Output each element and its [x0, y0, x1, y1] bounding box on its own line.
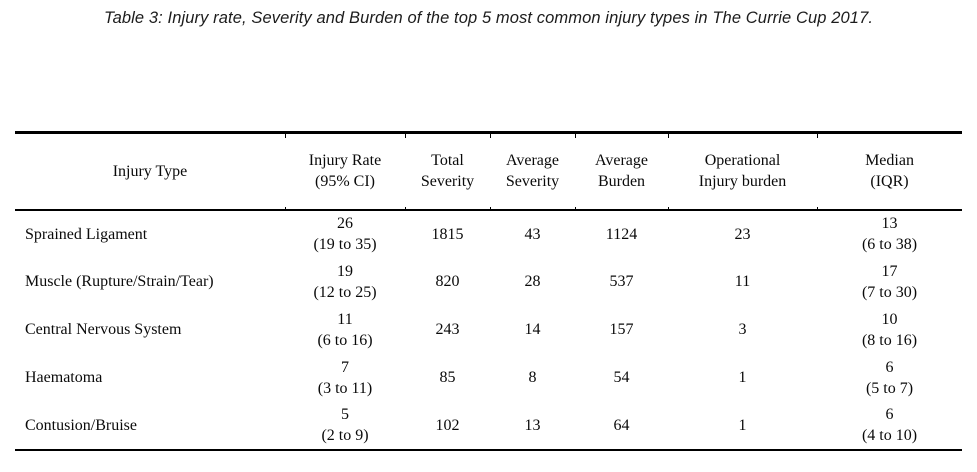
cell-total-severity: 1815	[431, 225, 464, 243]
cell-injury-rate: 19 (12 to 25)	[285, 258, 405, 306]
cell-average-burden: 64	[613, 416, 630, 434]
cell-average-severity: 28	[524, 273, 541, 290]
column-border-tick	[817, 207, 818, 211]
column-border-tick	[817, 134, 818, 138]
cell-injury-type: Central Nervous System	[25, 321, 182, 338]
rate-ci: (6 to 16)	[317, 331, 373, 349]
cell-average-severity: 13	[524, 416, 541, 434]
table-caption: Table 3: Injury rate, Severity and Burde…	[103, 9, 874, 27]
cell-median-iqr: 6 (5 to 7)	[817, 354, 962, 402]
median-iqr: (5 to 7)	[865, 379, 914, 397]
column-border-tick	[405, 134, 406, 138]
median-iqr: (6 to 38)	[861, 236, 918, 253]
header-line-2: Injury burden	[698, 173, 787, 191]
rate-ci: (12 to 25)	[313, 283, 377, 301]
cell-median-iqr: 6 (4 to 10)	[817, 402, 962, 450]
header-row: Injury Type Injury Rate (95% CI) Total S…	[15, 132, 962, 211]
column-border-tick	[575, 134, 576, 138]
cell-average-burden: 54	[613, 369, 630, 386]
col-header-median-iqr: Median (IQR)	[817, 132, 962, 211]
cell-injury-rate: 26 (19 to 35)	[285, 210, 405, 258]
header-line-1: Average	[506, 152, 559, 170]
median-value: 17	[881, 262, 898, 280]
column-border-tick	[668, 207, 669, 211]
median-value: 13	[881, 215, 898, 232]
cell-average-burden: 157	[609, 321, 634, 338]
rate-value: 26	[337, 215, 353, 232]
column-border-tick	[285, 207, 286, 211]
cell-median-iqr: 10 (8 to 16)	[817, 306, 962, 354]
injury-table: Injury Type Injury Rate (95% CI) Total S…	[15, 131, 962, 451]
cell-median-iqr: 17 (7 to 30)	[817, 258, 962, 306]
table-row: Haematoma 7 (3 to 11) 85 8 54 1 6 (5 to …	[15, 354, 962, 402]
table-row: Central Nervous System 11 (6 to 16) 243 …	[15, 306, 962, 354]
header-line-1: Average	[595, 152, 648, 170]
median-value: 6	[885, 358, 894, 376]
cell-average-severity: 8	[528, 369, 537, 386]
cell-total-severity: 243	[435, 321, 460, 338]
median-value: 10	[881, 310, 898, 328]
column-border-tick	[490, 134, 491, 138]
injury-table-wrap: Injury Type Injury Rate (95% CI) Total S…	[15, 131, 962, 451]
cell-total-severity: 102	[435, 416, 460, 434]
column-border-tick	[405, 207, 406, 211]
cell-operational-injury-burden: 23	[734, 225, 751, 243]
table-row: Sprained Ligament 26 (19 to 35) 1815 43 …	[15, 210, 962, 258]
cell-total-severity: 820	[435, 273, 460, 290]
cell-operational-injury-burden: 1	[738, 416, 747, 434]
cell-average-severity: 43	[524, 225, 541, 243]
rate-ci: (2 to 9)	[321, 427, 369, 444]
cell-total-severity: 85	[439, 369, 456, 386]
cell-injury-type: Contusion/Bruise	[25, 416, 138, 434]
median-iqr: (7 to 30)	[861, 283, 918, 301]
cell-injury-type: Haematoma	[25, 369, 103, 386]
column-border-tick	[490, 207, 491, 211]
cell-average-severity: 14	[524, 321, 541, 338]
rate-value: 19	[337, 262, 353, 280]
cell-injury-rate: 7 (3 to 11)	[285, 354, 405, 402]
cell-injury-rate: 5 (2 to 9)	[285, 402, 405, 450]
header-line-2: (95% CI)	[315, 173, 375, 191]
header-line-1: Injury Rate	[308, 152, 382, 170]
table-row: Muscle (Rupture/Strain/Tear) 19 (12 to 2…	[15, 258, 962, 306]
cell-median-iqr: 13 (6 to 38)	[817, 210, 962, 258]
rate-value: 5	[341, 406, 349, 423]
header-line-2: Severity	[420, 173, 475, 191]
col-header-total-severity: Total Severity	[405, 132, 490, 211]
col-header-average-severity: Average Severity	[490, 132, 575, 211]
col-header-operational-injury-burden: Operational Injury burden	[668, 132, 817, 211]
column-border-tick	[575, 207, 576, 211]
cell-injury-rate: 11 (6 to 16)	[285, 306, 405, 354]
header-line-2: Burden	[597, 173, 646, 191]
rate-value: 11	[337, 310, 353, 328]
median-iqr: (4 to 10)	[861, 427, 918, 444]
rate-value: 7	[341, 358, 349, 376]
header-line-2: Severity	[505, 173, 560, 191]
header-line-2: (IQR)	[870, 173, 909, 191]
cell-operational-injury-burden: 11	[734, 273, 751, 290]
column-border-tick	[285, 134, 286, 138]
cell-average-burden: 1124	[605, 225, 638, 243]
median-value: 6	[885, 406, 894, 423]
header-line-1: Median	[865, 152, 914, 170]
median-iqr: (8 to 16)	[861, 331, 918, 349]
col-header-average-burden: Average Burden	[575, 132, 668, 211]
col-header-injury-rate: Injury Rate (95% CI)	[285, 132, 405, 211]
cell-operational-injury-burden: 3	[738, 321, 747, 338]
header-line-1: Operational	[704, 152, 781, 170]
cell-injury-type: Sprained Ligament	[25, 225, 148, 243]
rate-ci: (3 to 11)	[317, 379, 373, 397]
cell-operational-injury-burden: 1	[738, 369, 747, 386]
cell-injury-type: Muscle (Rupture/Strain/Tear)	[25, 273, 214, 290]
cell-average-burden: 537	[609, 273, 634, 290]
col-header-injury-type: Injury Type	[15, 132, 285, 211]
header-line-1: Total	[431, 152, 464, 170]
table-row: Contusion/Bruise 5 (2 to 9) 102 13 64 1 …	[15, 402, 962, 450]
rate-ci: (19 to 35)	[313, 236, 377, 253]
column-border-tick	[668, 134, 669, 138]
